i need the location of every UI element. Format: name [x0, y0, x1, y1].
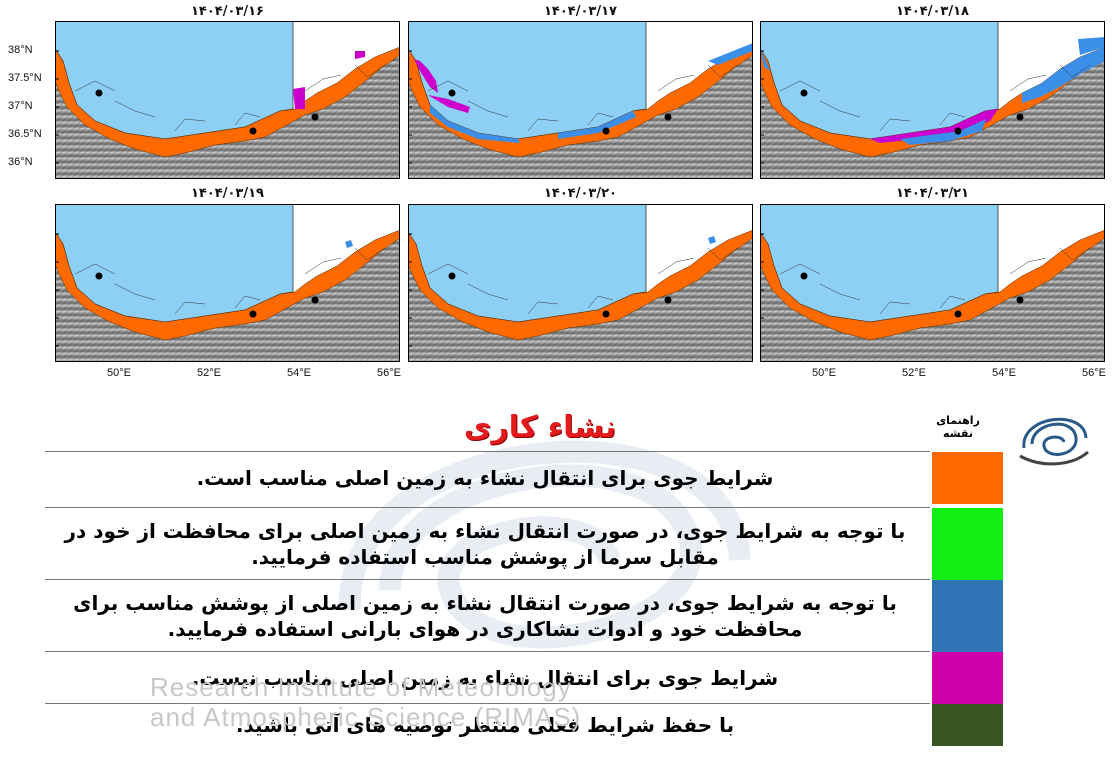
city-dot	[311, 296, 319, 304]
legend-text-3: با توجه به شرایط جوی، در صورت انتقال نشا…	[73, 591, 897, 641]
forecast-map-1	[55, 21, 400, 179]
legend-separator	[45, 507, 930, 508]
legend-text-2: با توجه به شرایط جوی، در صورت انتقال نشا…	[64, 519, 906, 569]
unsuitable-zone	[428, 95, 470, 113]
legend-text-1: شرایط جوی برای انتقال نشاء به زمین اصلی …	[196, 466, 774, 490]
forecast-map-2	[408, 21, 753, 179]
watermark-line1: Research Institute of Meteorology	[150, 672, 572, 702]
unsuitable-zone	[414, 59, 438, 93]
panel-date-1: ۱۴۰۴/۰۳/۱۶	[191, 4, 264, 19]
legend-text-4: شرایط جوی برای انتقال نشاء به زمین اصلی …	[191, 666, 779, 690]
panel-date-4: ۱۴۰۴/۰۳/۱۹	[191, 186, 264, 201]
rainy-zone	[1078, 37, 1105, 55]
city-dot	[1016, 113, 1024, 121]
rainy-zone	[1022, 47, 1105, 103]
forecast-map-5	[408, 204, 753, 362]
rainy-zone	[900, 119, 986, 145]
city-dot	[311, 113, 319, 121]
legend-separator	[45, 651, 930, 652]
watermark-swirl	[338, 440, 750, 649]
city-dot	[954, 310, 962, 318]
panel-date-3: ۱۴۰۴/۰۳/۱۸	[896, 4, 969, 19]
legend-separator	[45, 703, 930, 704]
legend-title: نشاء کاری	[463, 410, 617, 445]
unsuitable-zone	[870, 109, 998, 143]
city-dot	[800, 272, 808, 280]
city-dot	[602, 127, 610, 135]
forecast-map-6	[760, 204, 1105, 362]
rainy-zone	[760, 49, 770, 71]
y-tick-label: 36.5°N	[8, 128, 42, 140]
rainy-zone	[708, 236, 716, 244]
panel-date-5: ۱۴۰۴/۰۳/۲۰	[544, 186, 617, 201]
y-tick-label: 36°N	[8, 156, 33, 168]
legend-text-5: با حفظ شرایط فعلی منتظر توصیه های آتی با…	[235, 713, 735, 737]
suitable-zone	[55, 46, 400, 158]
x-tick-label: 54°E	[287, 367, 311, 379]
city-dot	[1016, 296, 1024, 304]
city-dot	[664, 296, 672, 304]
city-dot	[800, 89, 808, 97]
watermark-line2: and Atmospheric Science (RIMAS)	[150, 702, 582, 732]
x-tick-label: 52°E	[197, 367, 221, 379]
suitable-zone	[760, 229, 1105, 341]
legend-swatch-5	[932, 704, 1003, 746]
x-tick-label: 50°E	[107, 367, 131, 379]
city-dot	[954, 127, 962, 135]
legend-separator	[45, 579, 930, 580]
city-dot	[602, 310, 610, 318]
legend-head: راهنمای نقشه	[936, 414, 980, 440]
city-dot	[249, 310, 257, 318]
rainy-zone	[558, 111, 636, 139]
city-dot	[95, 272, 103, 280]
unsuitable-zone	[355, 51, 365, 59]
city-dot	[448, 89, 456, 97]
legend-swatch-2	[932, 508, 1003, 580]
suitable-zone	[408, 229, 753, 341]
city-dot	[448, 272, 456, 280]
city-dot	[664, 113, 672, 121]
city-dot	[95, 89, 103, 97]
rimas-logo-icon	[1019, 417, 1089, 466]
x-tick-label: 54°E	[992, 367, 1016, 379]
unsuitable-zone	[293, 87, 305, 109]
legend-swatch-3	[932, 580, 1003, 652]
x-tick-label: 52°E	[902, 367, 926, 379]
forecast-map-3	[760, 21, 1105, 179]
city-dot	[249, 127, 257, 135]
y-tick-label: 37.5°N	[8, 72, 42, 84]
legend-separator	[45, 451, 930, 452]
rainy-zone	[430, 105, 520, 143]
suitable-zone	[55, 229, 400, 341]
x-tick-label: 56°E	[377, 367, 401, 379]
x-tick-label: 50°E	[812, 367, 836, 379]
legend-swatch-1	[932, 452, 1003, 504]
rainy-zone	[345, 240, 353, 248]
y-tick-label: 37°N	[8, 100, 33, 112]
panel-date-2: ۱۴۰۴/۰۳/۱۷	[544, 4, 617, 19]
legend-swatch-4	[932, 652, 1003, 704]
x-tick-label: 56°E	[1082, 367, 1106, 379]
panel-date-6: ۱۴۰۴/۰۳/۲۱	[896, 186, 969, 201]
rainy-zone	[708, 43, 753, 65]
y-tick-label: 38°N	[8, 44, 33, 56]
forecast-map-4	[55, 204, 400, 362]
